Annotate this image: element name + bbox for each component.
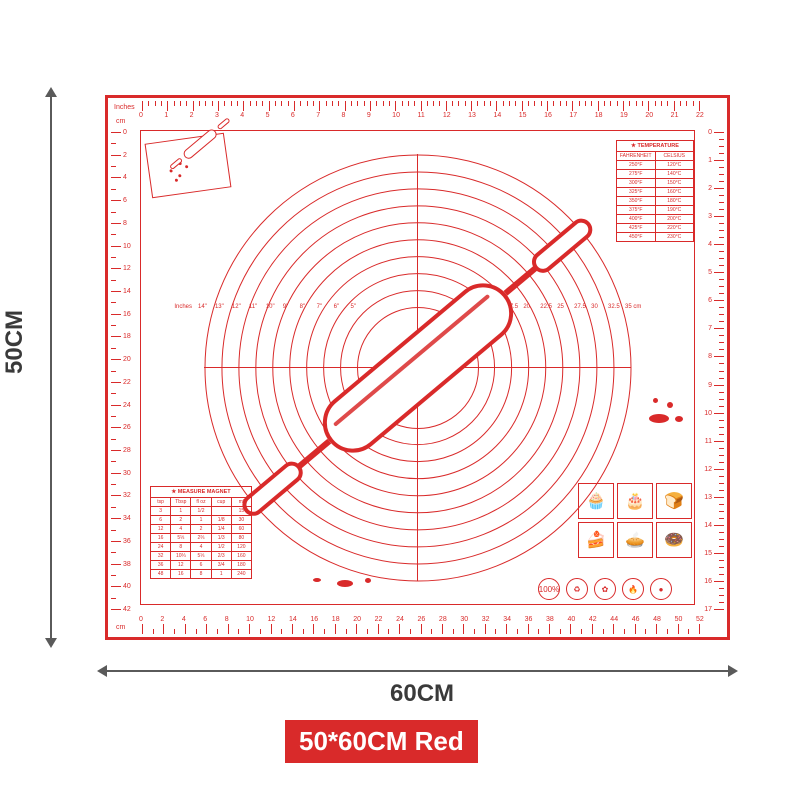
pin-handle-right [527,214,596,277]
vertical-dimension-label: 50CM [1,310,29,374]
badge-row: 100% ♻ ✿ 🔥 ● [538,578,672,600]
recipe-icon: 🎂 [617,483,653,519]
ruler-bottom-cm: 0246810121416182022242628303234363840424… [142,604,693,634]
unit-label-cm-left: cm [116,118,125,125]
baking-mat: 012345678910111213141516171819202122 024… [105,95,730,640]
horizontal-dimension-label: 60CM [390,680,454,708]
quality-badge: 🔥 [622,578,644,600]
quality-badge: ● [650,578,672,600]
recipe-icon-grid: 🧁🎂🍞 🍰🥧🍩 [578,483,692,558]
ruler-right-inches: 01234567891011121314151617 [694,132,724,603]
unit-label-inches-top: Inches [114,104,135,111]
ruler-left-cm: 024681012141618202224262830323436384042 [111,132,141,603]
measure-table: ★ MEASURE MAGNETtspTbspfl ozcupml311/215… [150,486,252,579]
recipe-icon: 🍞 [656,483,692,519]
quality-badge: ✿ [594,578,616,600]
recipe-icon: 🍰 [578,522,614,558]
horizontal-dimension-line [105,670,730,672]
mini-mat-illustration [145,133,232,199]
mini-pin-handle-right [217,117,231,130]
quality-badge: ♻ [566,578,588,600]
quality-badge: 100% [538,578,560,600]
recipe-icon: 🥧 [617,522,653,558]
unit-label-cm-bottom: cm [116,624,125,631]
mini-pin-handle-left [169,157,183,170]
temperature-table: ★ TEMPERATUREFAHRENHEITCELSIUS250°F120°C… [616,140,694,242]
recipe-icon: 🧁 [578,483,614,519]
product-label: 50*60CM Red [285,720,478,763]
vertical-dimension-line [50,95,52,640]
recipe-icon: 🍩 [656,522,692,558]
